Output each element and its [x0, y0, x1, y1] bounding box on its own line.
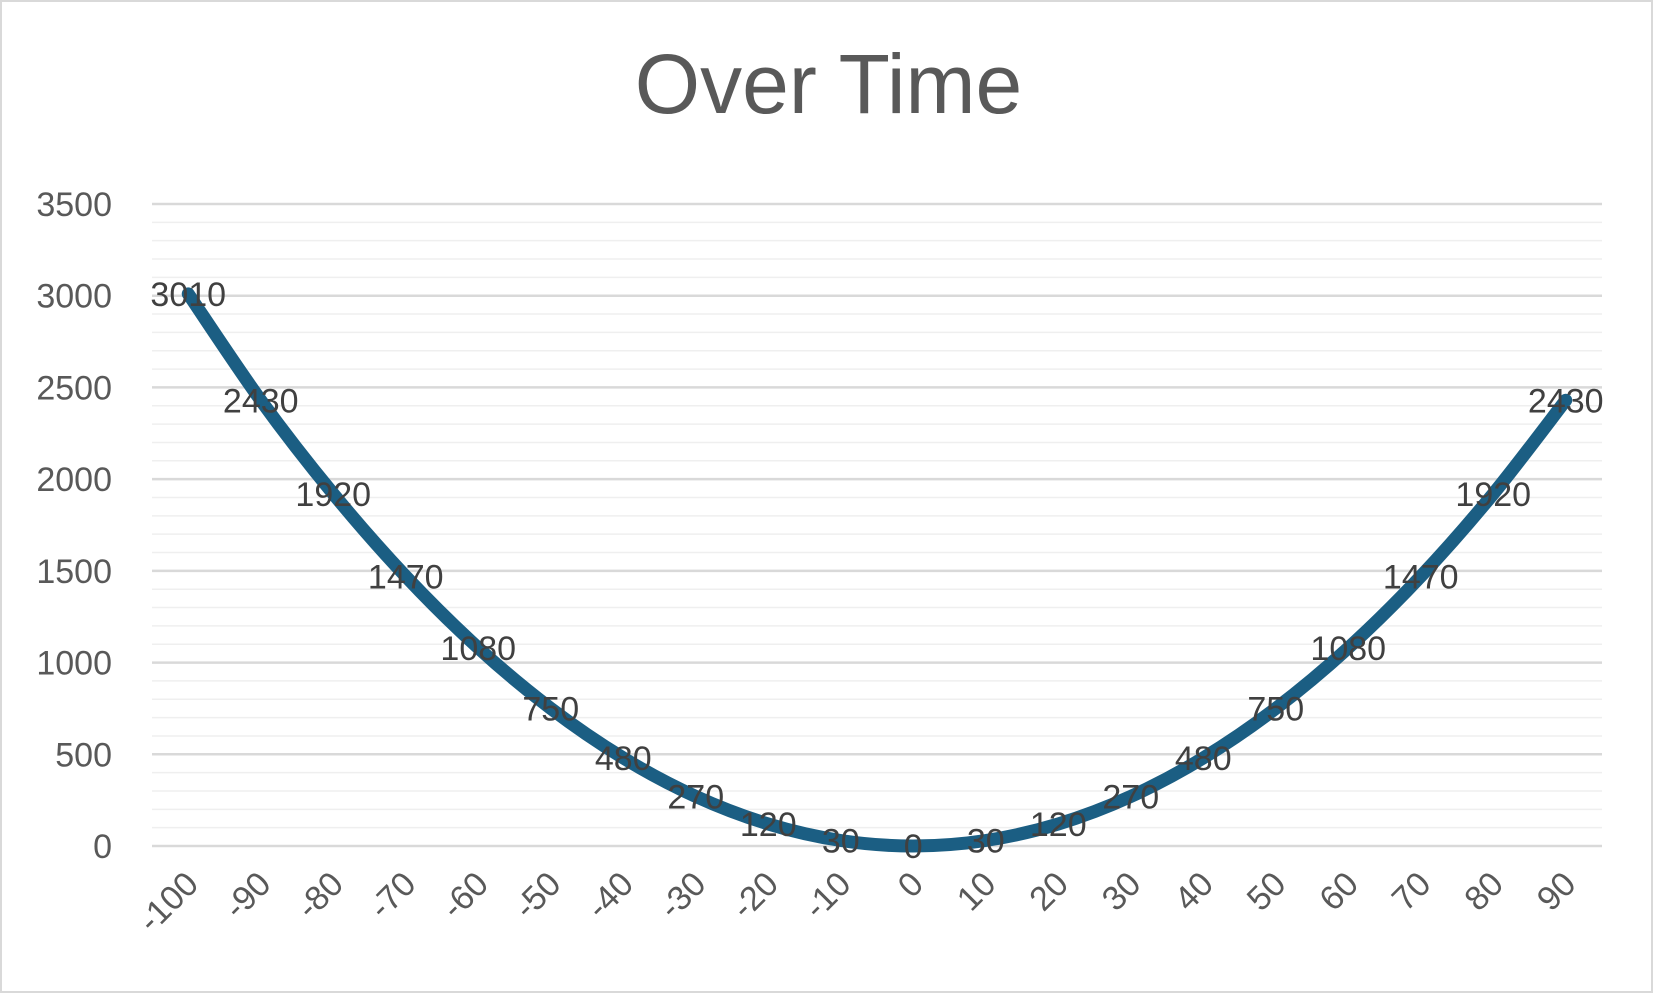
x-tick-label: -40	[579, 865, 641, 927]
data-label: 1920	[1455, 476, 1531, 514]
data-label: 480	[1175, 740, 1232, 778]
x-tick-label: -100	[131, 865, 206, 940]
y-tick-label: 3000	[36, 278, 112, 316]
data-label: 3010	[150, 276, 226, 314]
x-tick-label: 50	[1240, 865, 1294, 919]
x-axis-tick-labels: -100 -90 -80 -70 -60 -50 -40 -30 -20 -10 0 10 20 30 40…	[131, 865, 1583, 940]
data-label: 30	[822, 822, 860, 860]
y-tick-label: 2000	[36, 461, 112, 499]
x-tick-label: 90	[1530, 865, 1584, 919]
minor-gridlines	[152, 221, 1602, 829]
x-tick-label: -10	[797, 865, 859, 927]
data-label: 120	[1030, 806, 1087, 844]
data-label: 120	[740, 806, 797, 844]
x-tick-label: 20	[1022, 865, 1076, 919]
x-tick-label: -30	[652, 865, 714, 927]
data-label: 30	[967, 822, 1005, 860]
data-label: 480	[595, 740, 652, 778]
y-tick-label: 0	[93, 828, 112, 866]
data-label: 1080	[1310, 630, 1386, 668]
data-label: 750	[1247, 690, 1304, 728]
data-label: 1470	[1383, 558, 1459, 596]
x-tick-label: -80	[289, 865, 351, 927]
major-gridlines	[152, 202, 1602, 848]
y-tick-label: 2500	[36, 369, 112, 407]
x-tick-label: 30	[1095, 865, 1149, 919]
x-tick-label: -90	[217, 865, 279, 927]
x-tick-label: -70	[362, 865, 424, 927]
data-label: 1080	[440, 630, 516, 668]
y-tick-label: 1000	[36, 645, 112, 683]
data-label: 2430	[223, 382, 299, 420]
data-label: 1470	[368, 558, 444, 596]
x-tick-label: 60	[1312, 865, 1366, 919]
y-tick-label: 3500	[36, 186, 112, 224]
x-tick-label: 70	[1385, 865, 1439, 919]
y-axis-tick-labels: 0 500 1000 1500 2000 2500 3000 3500	[36, 186, 112, 866]
chart-title: Over Time	[634, 37, 1023, 131]
x-tick-label: -50	[507, 865, 569, 927]
series-group	[181, 287, 1573, 853]
data-label: 270	[667, 778, 724, 816]
data-label: 270	[1102, 778, 1159, 816]
x-tick-label: 0	[891, 865, 931, 905]
x-tick-label: 40	[1167, 865, 1221, 919]
data-label: 750	[522, 690, 579, 728]
data-label: 1920	[295, 476, 371, 514]
data-label: 2430	[1528, 382, 1604, 420]
x-tick-label: 80	[1457, 865, 1511, 919]
series-line	[181, 287, 1573, 853]
x-tick-label: 10	[950, 865, 1004, 919]
data-label: 0	[904, 828, 923, 866]
x-tick-label: -20	[724, 865, 786, 927]
x-tick-label: -60	[434, 865, 496, 927]
y-tick-label: 500	[55, 736, 112, 774]
y-tick-label: 1500	[36, 553, 112, 591]
